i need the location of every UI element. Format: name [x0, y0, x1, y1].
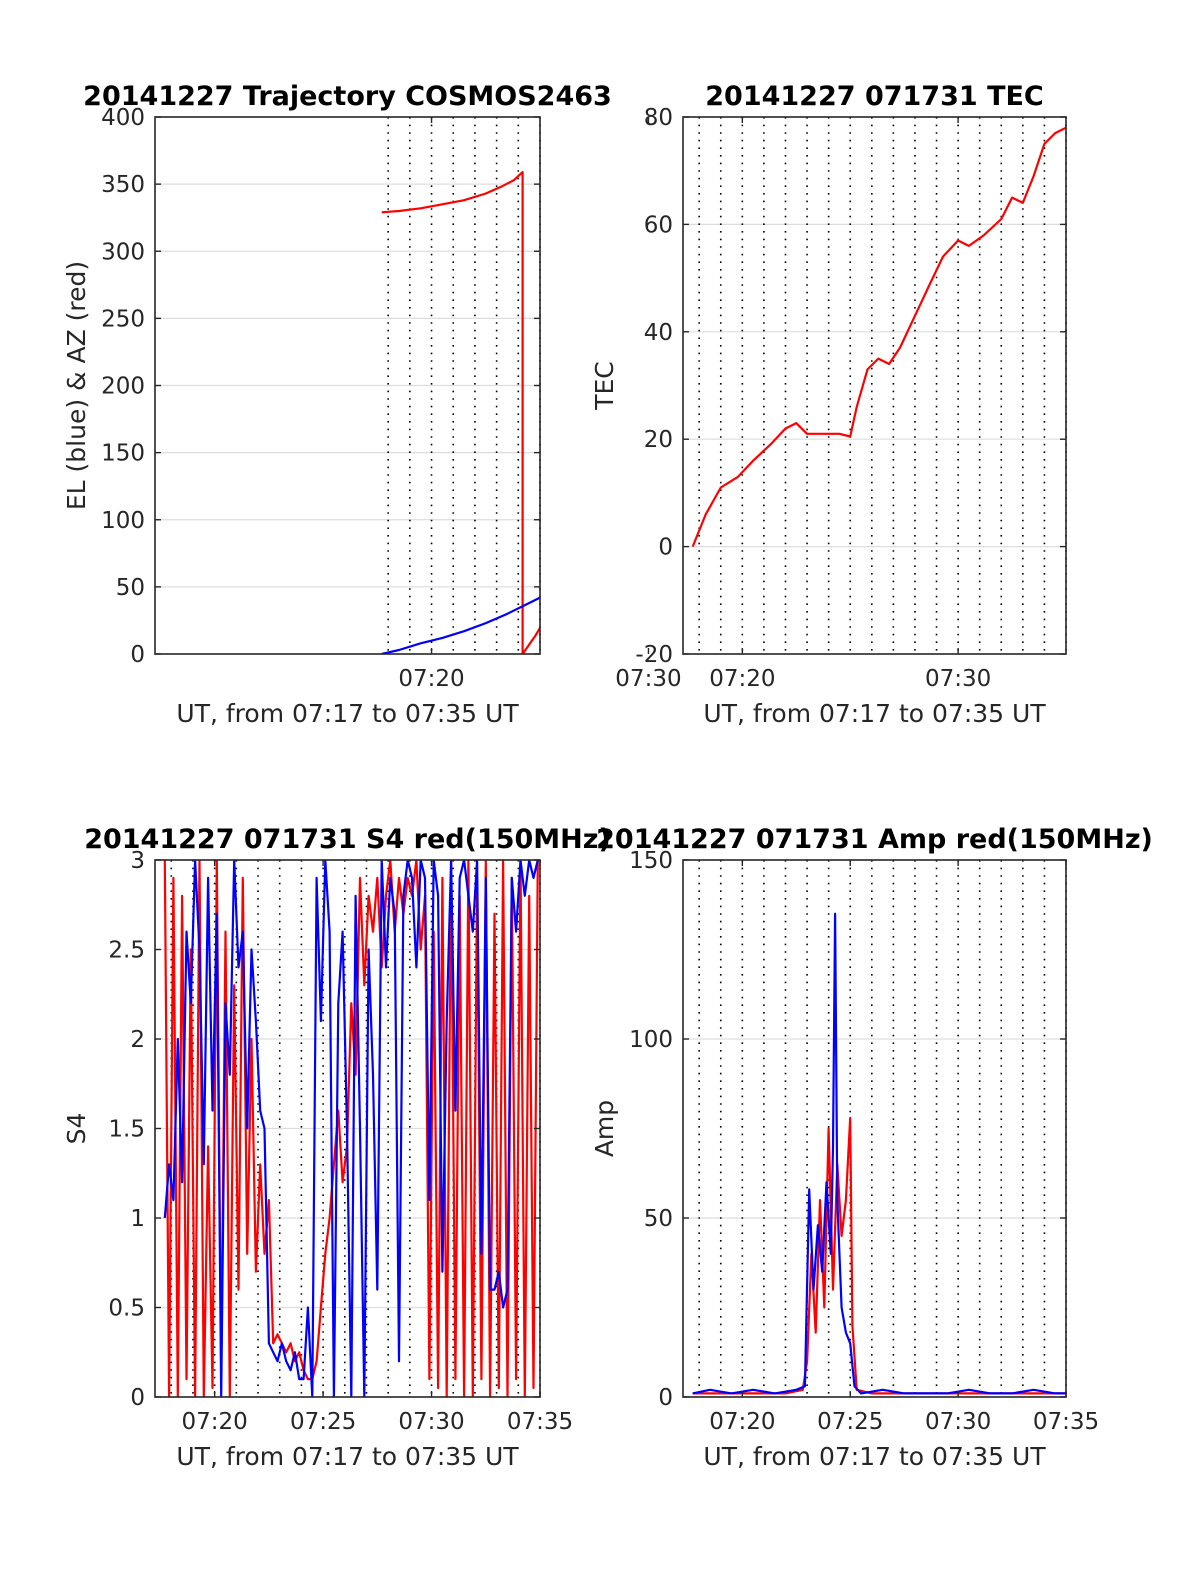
y-tick-label: 150: [101, 441, 145, 467]
chart-title: 20141227 071731 Amp red(150MHz): [596, 824, 1153, 855]
y-tick-label: 250: [101, 306, 145, 332]
y-tick-label: 350: [101, 172, 145, 198]
x-tick-label: 07:20: [181, 1409, 247, 1435]
x-axis-label: UT, from 07:17 to 07:35 UT: [176, 699, 519, 728]
y-tick-label: 0: [658, 535, 673, 561]
y-tick-label: 150: [629, 848, 673, 874]
x-tick-label: 07:20: [709, 666, 775, 692]
y-tick-label: 100: [629, 1027, 673, 1053]
y-tick-label: 50: [116, 575, 145, 601]
x-tick-label: 07:35: [1033, 1409, 1099, 1435]
y-tick-label: -20: [635, 642, 673, 668]
y-tick-label: 40: [644, 320, 673, 346]
y-axis-label: TEC: [590, 361, 619, 411]
series-line-red: [691, 126, 1066, 548]
y-tick-label: 3: [130, 848, 145, 874]
y-tick-label: 2.5: [108, 938, 145, 964]
axes-tec: -20 0 20 40 60 80 07:20 07:30 20141227 071731 TE…: [590, 81, 1067, 728]
x-tick-label: 07:30: [925, 666, 991, 692]
y-tick-label: 80: [644, 105, 673, 131]
x-tick-label: 07:25: [817, 1409, 883, 1435]
series-line-red: [692, 1116, 1066, 1395]
x-axis-label: UT, from 07:17 to 07:35 UT: [176, 1442, 519, 1471]
x-axis-label: UT, from 07:17 to 07:35 UT: [703, 699, 1046, 728]
y-tick-label: 60: [644, 212, 673, 238]
x-tick-label: 07:35: [507, 1409, 573, 1435]
x-tick-label: 07:30: [925, 1409, 991, 1435]
y-tick-label: 0: [130, 1385, 145, 1411]
chart-title: 20141227 071731 S4 red(150MHz): [84, 824, 611, 855]
series-line-blue: [692, 912, 1066, 1395]
y-tick-label: 0.5: [108, 1296, 145, 1322]
y-tick-label: 0: [130, 642, 145, 668]
x-axis-label: UT, from 07:17 to 07:35 UT: [703, 1442, 1046, 1471]
axes-amp: 0 50 100 150 07:20 07:25 07:30 07:35 20141227 07…: [590, 824, 1153, 1471]
chart-title: 20141227 071731 TEC: [705, 81, 1044, 112]
series-line-blue: [163, 860, 539, 1397]
series-line-red: [381, 170, 540, 654]
axes-box: [682, 859, 1067, 1398]
x-tick-label: 07:30: [615, 666, 681, 692]
x-tick-label: 07:30: [398, 1409, 464, 1435]
series-line-blue: [381, 596, 540, 654]
y-tick-label: 400: [101, 105, 145, 131]
y-tick-label: 20: [644, 427, 673, 453]
y-axis-label: S4: [62, 1113, 91, 1145]
y-tick-label: 50: [644, 1206, 673, 1232]
x-tick-label: 07:20: [398, 666, 464, 692]
y-tick-label: 0: [658, 1385, 673, 1411]
x-tick-label: 07:25: [290, 1409, 356, 1435]
y-tick-label: 200: [101, 374, 145, 400]
axes-box: [682, 116, 1067, 655]
axes-s4: 0 0.5 1 1.5 2 2.5 3 07:20 07:25 07:30 07:35 2014122…: [62, 824, 611, 1471]
y-tick-label: 100: [101, 508, 145, 534]
y-axis-label: EL (blue) & AZ (red): [62, 261, 91, 510]
y-tick-label: 2: [130, 1027, 145, 1053]
x-tick-label: 07:20: [709, 1409, 775, 1435]
series-line-red: [163, 860, 539, 1397]
y-axis-label: Amp: [590, 1100, 619, 1157]
y-tick-label: 1.5: [108, 1117, 145, 1143]
chart-title: 20141227 Trajectory COSMOS2463: [83, 81, 612, 112]
y-tick-label: 300: [101, 239, 145, 265]
y-tick-label: 1: [130, 1206, 145, 1232]
